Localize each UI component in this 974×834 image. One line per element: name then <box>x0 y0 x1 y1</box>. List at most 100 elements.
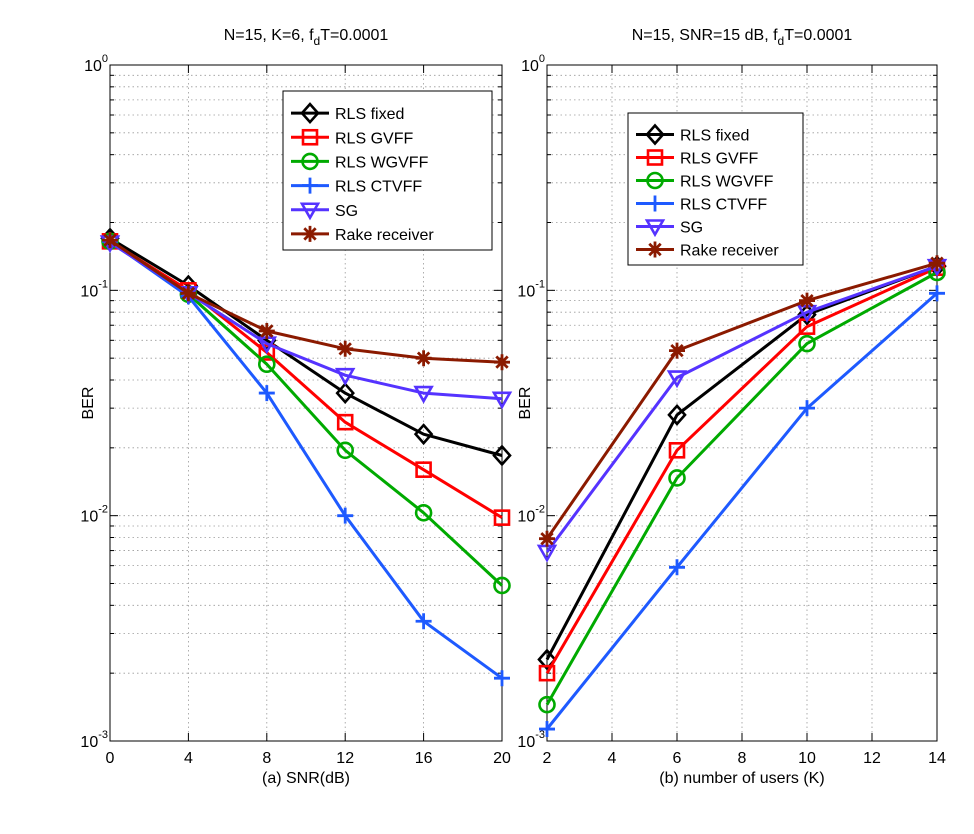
data-point <box>493 576 511 595</box>
data-point <box>258 385 275 402</box>
legend-item: SG <box>291 202 358 221</box>
data-point <box>669 559 685 576</box>
data-point <box>668 442 686 459</box>
series-line <box>109 240 503 680</box>
series-rake-receiver <box>102 232 510 371</box>
legend-label: RLS WGVFF <box>335 154 429 171</box>
x-tick-label: 8 <box>262 750 271 767</box>
data-point <box>538 664 556 682</box>
data-point <box>799 400 815 417</box>
legend-marker <box>302 177 318 194</box>
chart-title: N=15, K=6, fdT=0.0001 <box>224 27 389 48</box>
plot-frame <box>109 64 503 742</box>
legend-item: Rake receiver <box>636 241 779 260</box>
data-point <box>494 354 510 371</box>
legend-label: RLS CTVFF <box>680 197 767 214</box>
y-tick-label: 10-2 <box>517 504 545 526</box>
legend-marker <box>644 219 666 238</box>
data-point <box>334 367 356 386</box>
data-point <box>336 441 355 460</box>
legend-marker <box>647 195 663 212</box>
legend-marker <box>300 102 320 125</box>
legend-label: SG <box>335 203 358 220</box>
y-axis-label: BER <box>80 387 97 420</box>
series-line <box>109 240 503 519</box>
x-axis-label: (a) SNR(dB) <box>262 770 350 787</box>
legend-label: RLS GVFF <box>680 151 758 168</box>
data-point <box>668 469 686 487</box>
data-point <box>257 355 276 374</box>
data-point <box>413 423 434 446</box>
x-tick-label: 10 <box>798 750 816 767</box>
legend-marker <box>646 171 664 190</box>
data-point <box>493 509 511 526</box>
y-tick-label: 100 <box>84 53 108 75</box>
x-axis-label: (b) number of users (K) <box>659 770 824 787</box>
chart-snr: 0 4 8 12 16 20 10-3 10-2 10-1 100 N=15, K=6, fdT=0… <box>80 27 513 787</box>
data-point <box>539 721 555 738</box>
series-line <box>545 292 938 730</box>
data-point <box>258 323 275 339</box>
data-point <box>415 613 432 630</box>
x-tick-label: 4 <box>184 750 193 767</box>
data-point <box>494 670 510 687</box>
data-point <box>491 391 513 410</box>
legend: RLS fixed RLS GVFF RLS WGVFF RLS CTVFF SG Rak… <box>627 112 804 266</box>
series-line <box>545 271 938 706</box>
x-tick-label: 20 <box>493 750 511 767</box>
data-point <box>337 340 354 357</box>
legend-marker <box>302 225 318 242</box>
x-tick-label: 16 <box>415 750 433 767</box>
data-point <box>337 507 354 524</box>
legend-label: RLS CTVFF <box>335 179 422 196</box>
x-tick-label: 6 <box>673 750 682 767</box>
data-point <box>798 334 816 353</box>
series-line <box>545 261 938 540</box>
legend-label: RLS fixed <box>680 128 749 145</box>
series-line <box>545 264 938 553</box>
y-tick-label: 10-3 <box>517 729 545 751</box>
x-tick-label: 4 <box>608 750 617 767</box>
data-point <box>929 255 945 272</box>
data-point <box>539 530 555 547</box>
series-line <box>545 266 938 674</box>
legend-item: SG <box>636 219 703 238</box>
y-tick-label: 10-3 <box>80 729 108 751</box>
legend-marker <box>645 123 665 146</box>
legend-label: Rake receiver <box>335 227 434 244</box>
data-point <box>799 292 815 309</box>
x-tick-label: 0 <box>106 750 115 767</box>
data-point <box>415 350 432 367</box>
data-point <box>336 413 354 431</box>
y-tick-label: 10-2 <box>80 504 108 526</box>
axis-ticks <box>546 65 938 742</box>
legend-marker <box>299 202 321 221</box>
legend-item: RLS fixed <box>291 102 404 125</box>
x-tick-label: 2 <box>543 750 552 767</box>
series-line <box>109 238 503 364</box>
series-rake-receiver <box>539 255 945 547</box>
data-point <box>537 648 557 671</box>
data-point <box>180 285 197 302</box>
legend-marker <box>647 241 663 258</box>
y-tick-label: 10-1 <box>517 278 545 300</box>
data-point <box>415 461 432 478</box>
x-tick-label: 8 <box>738 750 747 767</box>
data-point <box>413 385 434 404</box>
legend-item: Rake receiver <box>291 225 434 244</box>
x-tick-label: 12 <box>863 750 881 767</box>
legend-label: RLS GVFF <box>335 130 413 147</box>
y-tick-label: 100 <box>521 53 545 75</box>
legend-marker <box>301 152 319 171</box>
x-tick-label: 12 <box>336 750 354 767</box>
data-point <box>929 285 945 302</box>
data-point <box>667 403 687 426</box>
data-point <box>666 370 688 389</box>
data-point <box>414 503 433 522</box>
legend-item: RLS WGVFF <box>636 171 774 191</box>
legend-item: RLS GVFF <box>291 128 413 147</box>
legend-marker <box>301 128 319 146</box>
x-tick-label: 14 <box>928 750 946 767</box>
data-point <box>492 444 512 467</box>
